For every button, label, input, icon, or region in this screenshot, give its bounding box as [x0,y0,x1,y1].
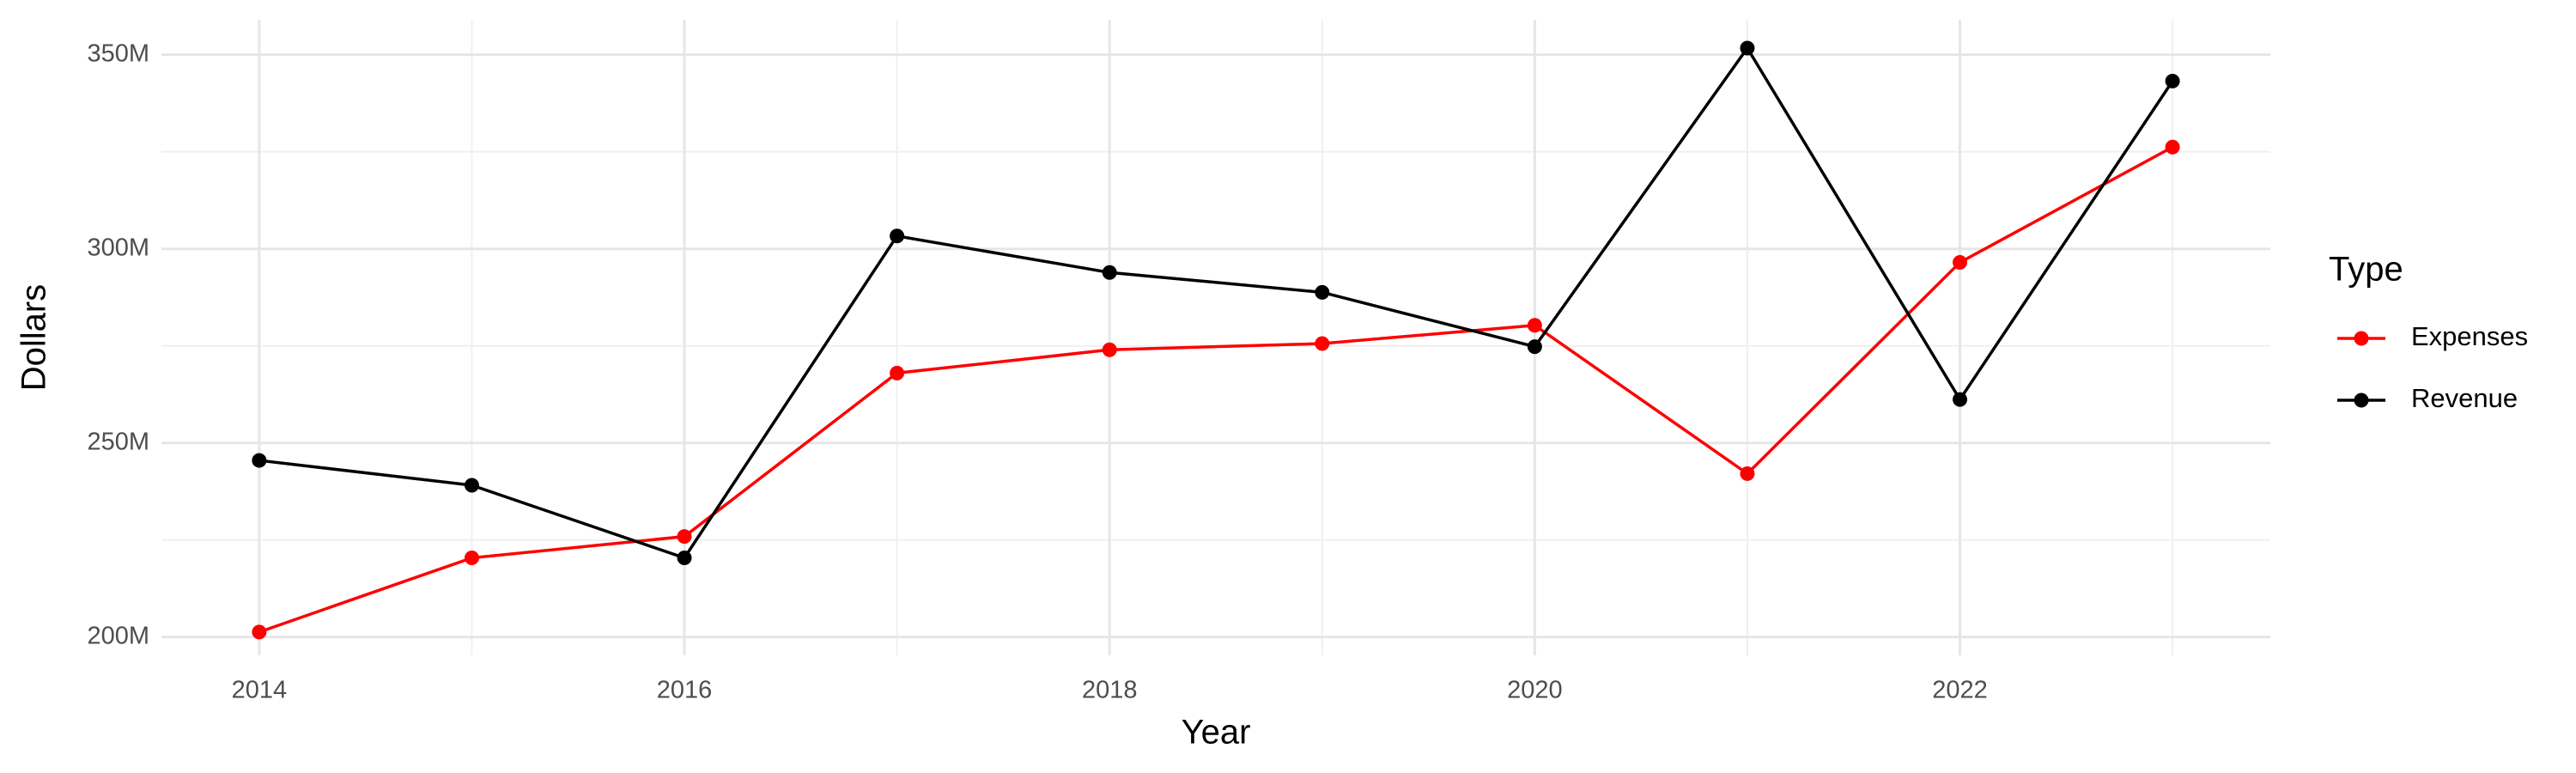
data-point [677,551,692,566]
x-tick-label: 2014 [232,677,288,704]
x-tick-label: 2016 [657,677,713,704]
y-tick-label: 350M [87,40,149,67]
x-axis-title: Year [1182,714,1251,752]
y-tick-label: 300M [87,234,149,261]
y-tick-label: 200M [87,622,149,649]
data-point [890,365,905,380]
x-tick-label: 2020 [1507,677,1563,704]
data-point [1527,339,1542,355]
data-point [464,551,479,566]
data-point [890,228,905,244]
data-point [677,529,692,545]
y-axis-title: Dollars [15,284,53,391]
data-point [1953,392,1968,407]
data-point [1953,255,1968,271]
data-point [2165,139,2180,155]
data-point [1102,265,1117,280]
data-point [1740,466,1755,481]
series-line [258,145,2173,634]
x-tick-label: 2018 [1082,677,1138,704]
data-point [1527,318,1542,333]
data-point [252,624,267,640]
data-point [1740,40,1755,56]
legend-key-point [2354,331,2369,346]
legend-key-point [2354,393,2369,408]
data-point [1315,284,1330,300]
data-point [1102,342,1117,357]
y-tick-label: 250M [87,428,149,455]
legend-label: Revenue [2411,383,2518,413]
data-point [252,453,267,468]
data-point [464,478,479,493]
data-point [1315,336,1330,351]
x-tick-label: 2022 [1932,677,1988,704]
legend-label: Expenses [2411,321,2528,351]
data-point [2165,73,2180,88]
legend-title: Type [2329,251,2403,289]
series-line [258,45,2174,560]
